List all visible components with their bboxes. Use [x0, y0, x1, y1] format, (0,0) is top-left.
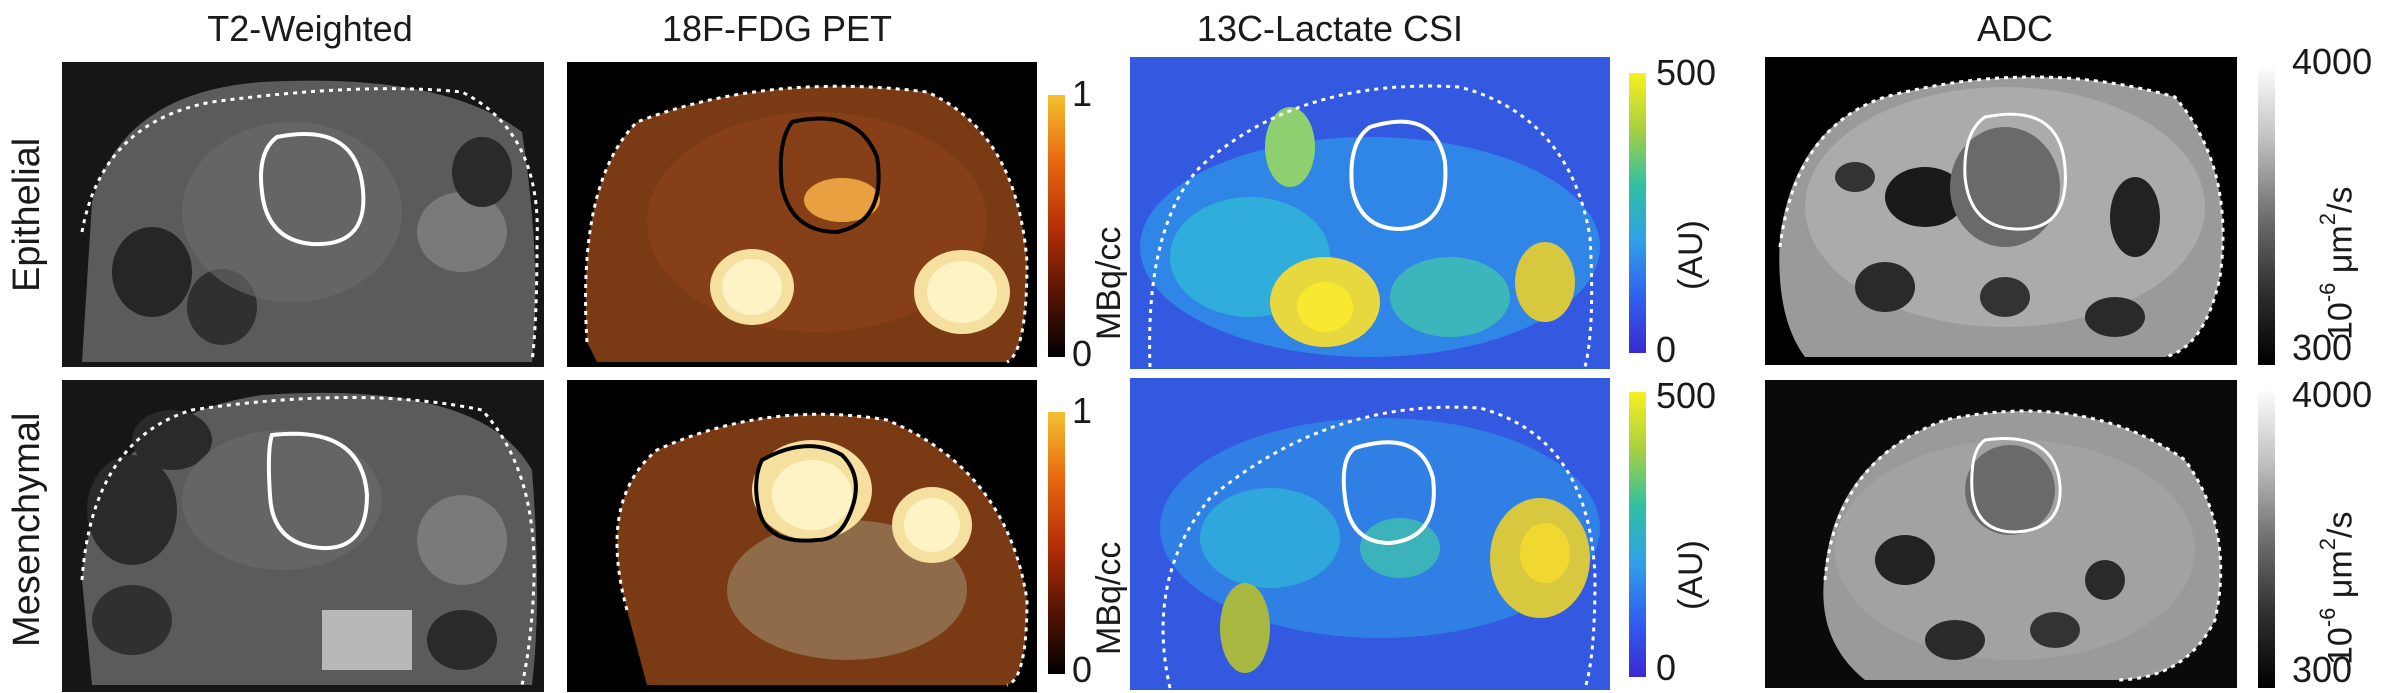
- adc-top-unit: 10-6 μm2/s: [2315, 186, 2360, 340]
- adc-bottom-unit: 10-6 μm2/s: [2315, 511, 2360, 665]
- lactate-bottom-min: 0: [1656, 647, 1677, 688]
- adc-colorbar-top: [2258, 65, 2275, 365]
- pet-colorbar-max: 1: [1072, 73, 1093, 114]
- adc-epithelial-image: [1765, 57, 2237, 365]
- lactate-mesenchymal-image: [1130, 378, 1610, 690]
- column-title-t2: T2-Weighted: [207, 8, 413, 49]
- pet-colorbar-unit: MBq/cc: [1090, 226, 1128, 340]
- lactate-epithelial-image: [1130, 57, 1610, 369]
- pet-colorbar-bottom-unit: MBq/cc: [1090, 541, 1128, 655]
- column-title-lactate: 13C-Lactate CSI: [1196, 8, 1464, 49]
- lactate-colorbar-bottom: [1629, 392, 1646, 677]
- pet-mesenchymal-image: [567, 380, 1037, 692]
- lactate-top-unit: (AU): [1672, 220, 1710, 290]
- adc-bottom-max: 4000: [2292, 374, 2373, 415]
- lactate-top-max: 500: [1656, 52, 1717, 93]
- adc-colorbar-bottom: [2258, 388, 2275, 688]
- pet-colorbar-min: 0: [1072, 333, 1093, 374]
- row-label-mesenchymal: Mesenchymal: [6, 412, 48, 648]
- lactate-top-min: 0: [1656, 329, 1677, 370]
- lactate-bottom-unit: (AU): [1672, 540, 1710, 610]
- pet-colorbar-bottom-min: 0: [1072, 649, 1093, 690]
- t2-mesenchymal-image: [62, 380, 544, 692]
- adc-top-max: 4000: [2292, 41, 2373, 82]
- column-title-adc: ADC: [1976, 8, 2053, 49]
- lactate-bottom-max: 500: [1656, 375, 1717, 416]
- row-label-epithelial: Epithelial: [6, 137, 48, 293]
- pet-colorbar-bottom: [1048, 412, 1065, 674]
- pet-colorbar-top: [1048, 95, 1065, 357]
- lactate-colorbar-top: [1629, 73, 1646, 353]
- adc-mesenchymal-image: [1765, 380, 2237, 688]
- pet-epithelial-image: [567, 62, 1037, 367]
- adc-bottom-min: 300: [2292, 649, 2353, 690]
- pet-colorbar-bottom-max: 1: [1072, 390, 1093, 431]
- t2-epithelial-image: [62, 62, 544, 367]
- column-title-pet: 18F-FDG PET: [661, 8, 893, 49]
- adc-top-min: 300: [2292, 327, 2353, 368]
